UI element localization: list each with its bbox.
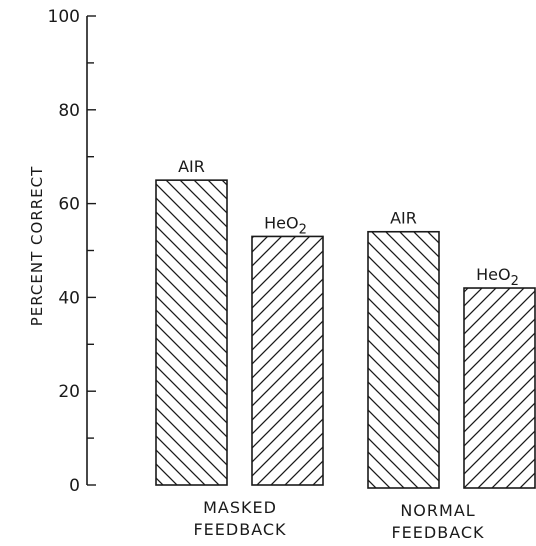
bar-labels-layer: AIR HeO2 AIR HeO2 [178,157,519,289]
y-tick-label: 80 [58,101,80,121]
bar-label: AIR [178,157,205,176]
bar [155,179,228,486]
y-tick-label: 0 [69,476,80,496]
bar-label: AIR [390,209,417,228]
group-label: MASKED [203,498,277,517]
group-labels-layer: MASKED FEEDBACK NORMAL FEEDBACK [193,498,484,542]
y-tick-label: 40 [58,288,80,308]
bars-layer [155,179,536,489]
y-axis: 0 20 40 60 80 100 [48,7,96,496]
y-tick-label: 60 [58,195,80,215]
group-label: NORMAL [400,501,475,520]
y-axis-label: PERCENT CORRECT [28,166,46,327]
bar-label: HeO2 [264,213,307,237]
group-label: FEEDBACK [391,523,484,542]
y-tick-label: 100 [48,7,80,27]
bar [251,235,324,486]
group-label: FEEDBACK [193,520,286,539]
y-tick-label: 20 [58,382,80,402]
bar [367,230,440,489]
bar [463,287,536,489]
bar-label: HeO2 [476,265,519,289]
